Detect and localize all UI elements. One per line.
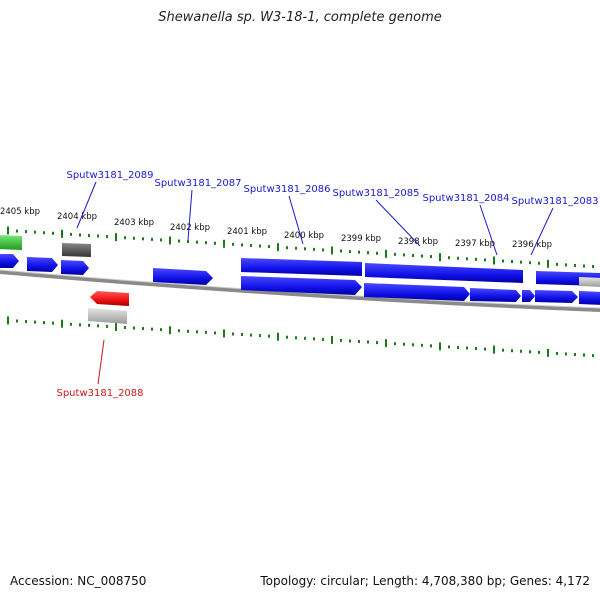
gene-arrow[interactable]	[364, 283, 470, 301]
gene-label-sputw3181-2085[interactable]: Sputw3181_2085	[332, 188, 419, 199]
kbp-label: 2396 kbp	[512, 240, 552, 250]
gene-track-upper	[0, 235, 600, 286]
kbp-label: 2402 kbp	[170, 223, 210, 233]
kbp-label: 2399 kbp	[341, 234, 381, 244]
pseudo-gene-2089[interactable]	[62, 243, 91, 257]
accession-text: Accession: NC_008750	[10, 574, 147, 588]
gene-label-sputw3181-2086[interactable]: Sputw3181_2086	[243, 184, 330, 195]
gene-leader-line	[76, 181, 97, 229]
kbp-label: 2398 kbp	[398, 237, 438, 247]
gene-label-layer: Sputw3181_2089Sputw3181_2087Sputw3181_20…	[56, 170, 598, 399]
kbp-label-layer: 2405 kbp 2404 kbp 2403 kbp 2402 kbp 2401 kbp…	[0, 207, 552, 250]
gene-arrow[interactable]	[27, 257, 58, 272]
gene-arrow[interactable]	[61, 260, 89, 275]
kbp-label: 2403 kbp	[114, 218, 154, 228]
kbp-label: 2401 kbp	[227, 227, 267, 237]
gene-leader-line	[288, 195, 304, 245]
gene-label-sputw3181-2089[interactable]: Sputw3181_2089	[66, 170, 153, 181]
rna-gene[interactable]	[0, 235, 22, 250]
gene-leader-line	[530, 207, 554, 256]
gene-arrow[interactable]	[579, 291, 600, 305]
gene-label-sputw3181-2084[interactable]: Sputw3181_2084	[422, 193, 509, 204]
gene-track-lower	[88, 276, 600, 324]
gene-arrow-sputw3181-2088[interactable]	[90, 291, 129, 306]
gene-arrow-sputw3181-2087[interactable]	[153, 268, 213, 285]
gene-label-sputw3181-2083[interactable]: Sputw3181_2083	[511, 196, 598, 207]
gene-arrow[interactable]	[0, 254, 19, 268]
kbp-label: 2405 kbp	[0, 207, 40, 217]
gene-arrow[interactable]	[522, 290, 535, 302]
gene-arrow[interactable]	[241, 276, 362, 295]
gene-arrow-sputw3181-2086[interactable]	[241, 258, 362, 276]
kbp-label: 2397 kbp	[455, 239, 495, 249]
gene-leader-line	[97, 339, 105, 385]
gene-arrow-sputw3181-2085[interactable]	[365, 263, 523, 283]
kbp-label: 2404 kbp	[57, 212, 97, 222]
gene-label-sputw3181-2088[interactable]: Sputw3181_2088	[56, 388, 143, 399]
tick-track-upper	[7, 226, 594, 269]
gene-leader-line	[187, 189, 193, 241]
topology-text: Topology: circular; Length: 4,708,380 bp…	[260, 574, 590, 588]
gene-arrow[interactable]	[535, 290, 578, 303]
gene-block-grey[interactable]	[88, 308, 127, 324]
gene-leader-line	[375, 199, 421, 247]
kbp-label: 2400 kbp	[284, 231, 324, 241]
gene-block-grey[interactable]	[579, 277, 600, 287]
gene-leader-line	[479, 204, 498, 256]
genome-title: Shewanella sp. W3-18-1, complete genome	[158, 10, 442, 25]
genome-backbone	[0, 270, 600, 312]
gene-arrow[interactable]	[470, 288, 521, 302]
tick-track-lower	[7, 316, 594, 358]
gene-label-sputw3181-2087[interactable]: Sputw3181_2087	[154, 178, 241, 189]
